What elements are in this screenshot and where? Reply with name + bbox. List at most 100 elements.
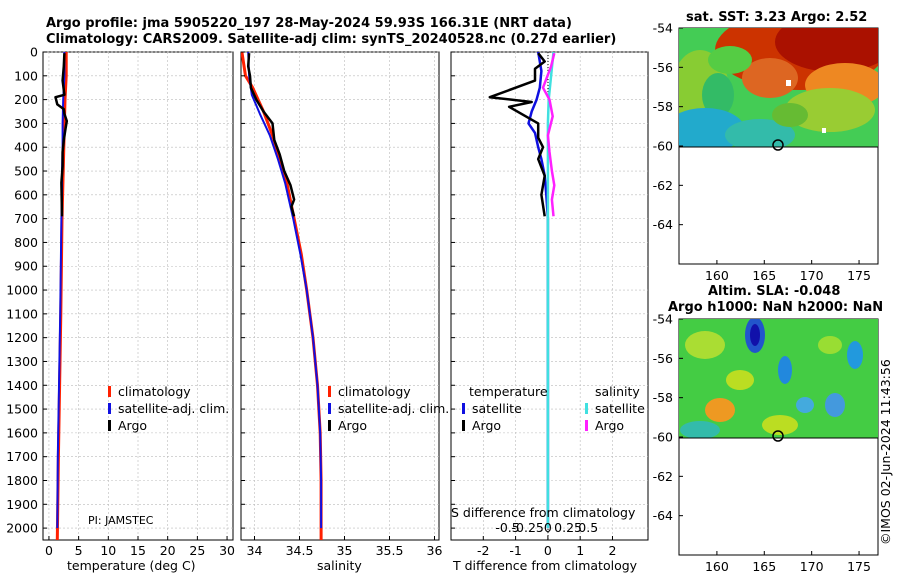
map-x-tick-label: 160 — [705, 268, 729, 283]
y-tick-label: 400 — [14, 140, 38, 155]
sst-map-ticks: 160 165 170 175 -54 -56 -58 -60 -62 -64 — [653, 21, 871, 284]
y-tick-label: 300 — [14, 116, 38, 131]
legend-swatch — [585, 403, 588, 414]
legend-swatch — [108, 403, 111, 414]
map-y-tick-label: -58 — [653, 390, 673, 405]
y-tick-label: 1400 — [6, 378, 38, 393]
salinity-series — [241, 52, 323, 540]
temperature-grid — [43, 51, 233, 540]
pi-label: PI: JAMSTEC — [88, 514, 154, 527]
legend-item-satellite: satellite-adj. clim. — [108, 400, 229, 417]
y-tick-label: 1600 — [6, 425, 38, 440]
y-tick-label: 1300 — [6, 354, 38, 369]
legend-item-climatology: climatology — [108, 383, 229, 400]
main-title-line2: Climatology: CARS2009. Satellite-adj cli… — [46, 32, 617, 47]
legend-head: salinity — [595, 384, 640, 399]
difference-series — [488, 52, 556, 529]
y-tick-label: 1100 — [6, 306, 38, 321]
legend-item-climatology: climatology — [328, 383, 449, 400]
x-tick-label: 15 — [130, 543, 146, 558]
salinity-axes-box — [240, 51, 440, 541]
y-tick-label: 1000 — [6, 283, 38, 298]
y-tick-label: 500 — [14, 164, 38, 179]
legend-swatch — [585, 420, 588, 431]
sla-map-ticks: 160 165 170 175 -54 -56 -58 -60 -62 -64 — [653, 312, 871, 575]
legend-swatch — [328, 420, 331, 431]
series-t-argo — [488, 52, 546, 217]
temperature-xlabel: temperature (deg C) — [67, 558, 196, 573]
map-x-tick-label: 170 — [800, 268, 824, 283]
map-y-tick-label: -64 — [653, 508, 673, 523]
temperature-series — [54, 52, 69, 540]
legend-item-t-satellite: satellite — [462, 400, 548, 417]
legend-swatch — [108, 420, 111, 431]
float-marker-sla — [772, 430, 784, 442]
salinity-legend: climatology satellite-adj. clim. Argo — [328, 383, 449, 434]
sst-map: 160 165 170 175 -54 -56 -58 -60 -62 -64 — [653, 21, 879, 284]
y-tick-label: 1800 — [6, 473, 38, 488]
series-satellite-adj — [247, 52, 323, 529]
y-tick-label: 0 — [30, 45, 38, 60]
y-tick-label: 1900 — [6, 497, 38, 512]
temperature-ticks: 0100200300400500600700800900100011001200… — [6, 45, 235, 559]
salinity-panel: 34 34.5 35 35.5 36 — [240, 51, 442, 558]
y-tick-label: 200 — [14, 92, 38, 107]
legend-item-s-argo: Argo — [585, 417, 645, 434]
x-tick-label: 34.5 — [286, 543, 314, 558]
legend-item-argo: Argo — [328, 417, 449, 434]
legend-item-argo: Argo — [108, 417, 229, 434]
map-x-tick-label: 165 — [752, 268, 776, 283]
legend-swatch — [108, 386, 111, 397]
sla-map-title: Altim. SLA: -0.048 — [708, 284, 841, 299]
temperature-panel: 0100200300400500600700800900100011001200… — [6, 45, 235, 559]
series-argo — [54, 53, 69, 217]
map-y-tick-label: -60 — [653, 430, 673, 445]
map-y-tick-label: -54 — [653, 312, 673, 327]
salinity-grid — [241, 51, 439, 540]
legend-swatch — [462, 403, 465, 414]
sla-map-subtitle: Argo h1000: NaN h2000: NaN — [668, 300, 884, 315]
x-tick-label: -1 — [509, 543, 521, 558]
legend-swatch — [328, 403, 331, 414]
difference-temp-legend: temperature satellite Argo — [462, 383, 548, 434]
s-difference-label: S difference from climatology — [451, 505, 636, 520]
legend-head: temperature — [469, 384, 548, 399]
x-tick-label: 34 — [247, 543, 263, 558]
map-x-tick-label: 160 — [705, 559, 729, 574]
y-tick-label: 800 — [14, 235, 38, 250]
s-tick-label: 0.25 — [554, 520, 582, 535]
y-tick-label: 1200 — [6, 330, 38, 345]
legend-item-satellite: satellite-adj. clim. — [328, 400, 449, 417]
x-tick-label: 25 — [189, 543, 205, 558]
map-y-tick-label: -62 — [653, 178, 673, 193]
x-tick-label: 20 — [160, 543, 176, 558]
s-tick-label: -0.5 — [495, 520, 519, 535]
map-y-tick-label: -64 — [653, 217, 673, 232]
main-title-line1: Argo profile: jma 5905220_197 28-May-202… — [46, 16, 572, 31]
float-marker-sst — [772, 139, 784, 151]
map-y-tick-label: -56 — [653, 351, 673, 366]
s-tick-label: 0 — [544, 520, 552, 535]
temperature-legend: climatology satellite-adj. clim. Argo — [108, 383, 229, 434]
map-y-tick-label: -60 — [653, 139, 673, 154]
map-x-tick-label: 170 — [800, 559, 824, 574]
legend-item-s-satellite: satellite — [585, 400, 645, 417]
series-s-argo — [541, 52, 556, 217]
difference-panel: -2 -1 0 1 2 -0.5-0.25 0 0.250.5 — [450, 51, 649, 558]
difference-ticks: -2 -1 0 1 2 -0.5-0.25 0 0.250.5 — [451, 51, 616, 558]
series-argo — [246, 53, 296, 217]
y-tick-label: 700 — [14, 211, 38, 226]
x-tick-label: 1 — [576, 543, 584, 558]
difference-sal-legend: salinity satellite Argo — [585, 383, 645, 434]
x-tick-label: 10 — [100, 543, 116, 558]
sla-map: 160 165 170 175 -54 -56 -58 -60 -62 -64 — [653, 312, 879, 575]
timestamp-stamp: ©IMOS 02-Jun-2024 11:43:56 — [878, 359, 893, 545]
y-tick-label: 1500 — [6, 402, 38, 417]
sla-map-field — [679, 319, 878, 438]
y-tick-label: 2000 — [6, 521, 38, 536]
series-s-satellite — [546, 52, 555, 529]
x-tick-label: 35 — [337, 543, 353, 558]
map-x-tick-label: 175 — [847, 559, 871, 574]
x-tick-label: 0 — [544, 543, 552, 558]
